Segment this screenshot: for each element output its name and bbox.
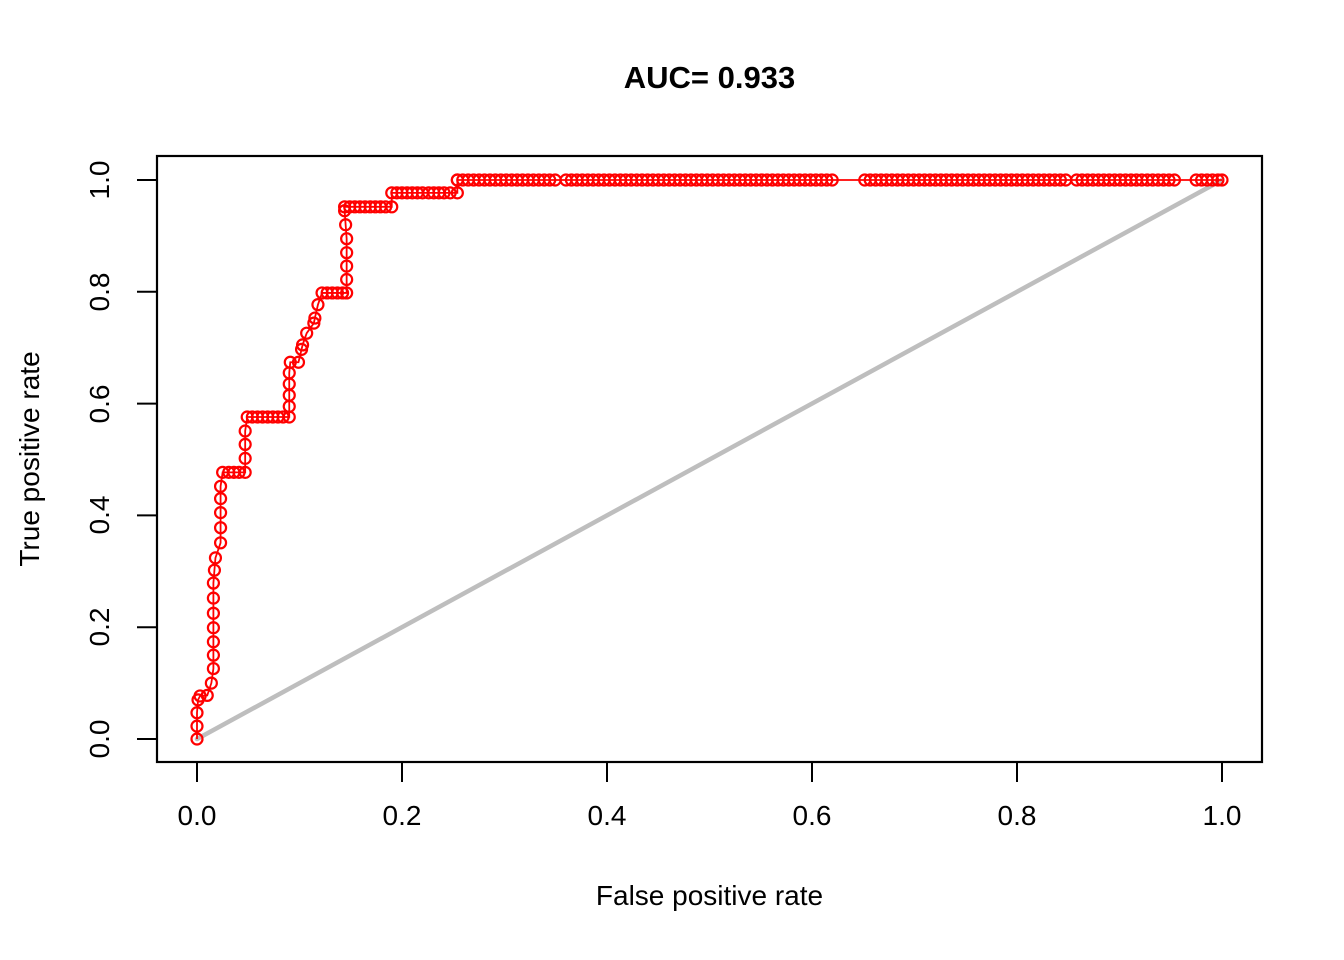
y-tick-label: 0.0 bbox=[84, 719, 115, 759]
roc-data-point bbox=[190, 732, 204, 746]
roc-data-point bbox=[206, 591, 220, 605]
roc-data-point bbox=[1211, 173, 1225, 187]
roc-data-point bbox=[238, 451, 252, 465]
roc-data-point bbox=[213, 479, 228, 493]
roc-data-point bbox=[238, 424, 252, 438]
roc-data-point bbox=[335, 286, 350, 300]
y-tick-label: 0.8 bbox=[84, 272, 115, 312]
roc-data-point bbox=[340, 259, 354, 273]
y-tick-label: 0.6 bbox=[84, 384, 115, 424]
roc-data-point bbox=[340, 246, 354, 260]
roc-data-point bbox=[340, 232, 354, 246]
roc-data-point bbox=[200, 688, 214, 702]
y-tick-label: 1.0 bbox=[84, 160, 115, 200]
roc-data-point bbox=[1167, 173, 1182, 187]
roc-data-point bbox=[291, 355, 306, 369]
roc-data-point bbox=[190, 706, 204, 720]
plot-box bbox=[155, 154, 1264, 764]
roc-data-point bbox=[238, 437, 252, 452]
roc-data-point bbox=[295, 338, 310, 352]
roc-data-point bbox=[276, 410, 290, 424]
y-tick-label: 0.4 bbox=[84, 495, 115, 535]
chart-title: AUC= 0.933 bbox=[623, 60, 796, 95]
roc-data-point bbox=[206, 621, 220, 635]
roc-data-point bbox=[206, 648, 220, 662]
roc-data-point bbox=[311, 298, 325, 312]
roc-data-point bbox=[450, 186, 464, 200]
roc-data-point bbox=[204, 676, 218, 690]
roc-data-point bbox=[379, 200, 393, 214]
roc-data-point bbox=[820, 173, 834, 187]
y-tick-label: 0.2 bbox=[84, 607, 115, 647]
roc-data-point bbox=[206, 661, 220, 676]
roc-data-point bbox=[190, 719, 204, 733]
roc-data-point bbox=[213, 521, 228, 535]
roc-data-point bbox=[330, 286, 345, 300]
x-tick-label: 0.6 bbox=[792, 800, 832, 831]
x-tick-label: 0.4 bbox=[587, 800, 627, 831]
roc-data-point bbox=[385, 200, 399, 214]
x-axis-title: False positive rate bbox=[595, 880, 824, 911]
roc-data-point bbox=[213, 492, 228, 506]
roc-data-point bbox=[307, 316, 321, 330]
roc-data-point bbox=[1162, 173, 1176, 187]
reference-diagonal-line bbox=[194, 177, 1225, 742]
roc-data-point bbox=[1053, 173, 1067, 187]
roc-data-point bbox=[283, 355, 297, 369]
roc-data-point bbox=[213, 536, 228, 550]
roc-data-point bbox=[300, 326, 314, 340]
roc-data-point bbox=[340, 286, 354, 300]
roc-data-point bbox=[543, 173, 557, 187]
roc-data-point bbox=[206, 576, 220, 590]
x-tick-label: 1.0 bbox=[1202, 800, 1242, 831]
roc-data-point bbox=[308, 311, 322, 325]
roc-data-point bbox=[1215, 173, 1229, 187]
roc-data-point bbox=[825, 173, 839, 187]
roc-data-point bbox=[207, 563, 222, 577]
roc-data-point bbox=[1205, 173, 1220, 187]
roc-data-point bbox=[232, 465, 246, 479]
roc-data-point bbox=[443, 186, 457, 200]
roc-data-point bbox=[340, 272, 354, 287]
x-tick-label: 0.2 bbox=[382, 800, 422, 831]
roc-data-point bbox=[437, 186, 451, 200]
roc-data-point bbox=[208, 551, 223, 565]
y-axis-title: True positive rate bbox=[14, 351, 45, 567]
x-tick-label: 0.8 bbox=[997, 800, 1037, 831]
roc-data-point bbox=[339, 218, 353, 232]
x-tick-label: 0.0 bbox=[177, 800, 217, 831]
roc-data-point bbox=[213, 506, 228, 520]
roc-data-point bbox=[238, 465, 252, 479]
roc-data-point bbox=[206, 606, 220, 620]
roc-data-point bbox=[193, 689, 207, 703]
roc-data-point bbox=[206, 635, 220, 649]
